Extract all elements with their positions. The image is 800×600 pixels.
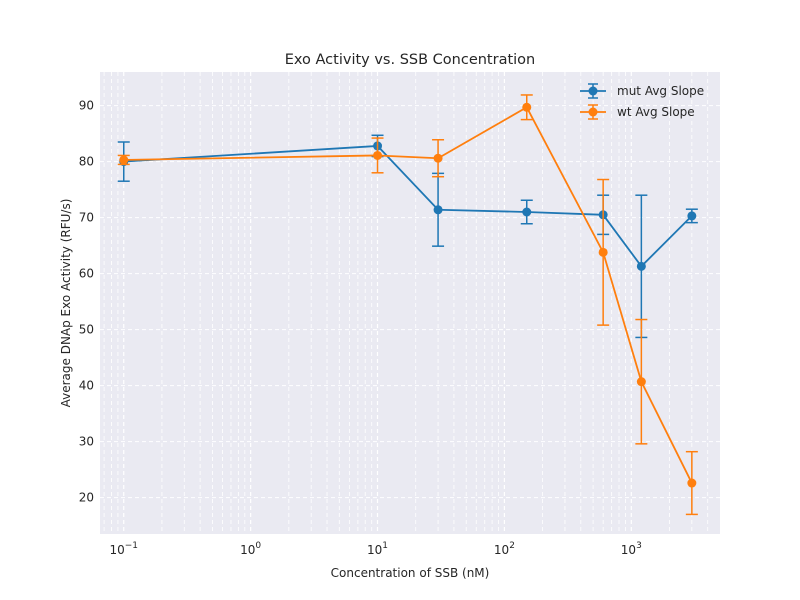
series-layer: [117, 94, 698, 516]
y-tick-label: 70: [79, 211, 94, 225]
y-axis: 20 30 40 50 60 70 80 90: [79, 99, 94, 505]
x-tick-label: 102: [494, 541, 515, 557]
data-point: [373, 150, 383, 160]
legend: mut Avg Slope wt Avg Slope: [580, 83, 704, 120]
data-point: [433, 205, 443, 215]
data-point: [119, 155, 129, 165]
legend-marker: [588, 107, 598, 117]
data-point: [687, 478, 697, 488]
data-point: [433, 153, 443, 163]
y-tick-label: 60: [79, 267, 94, 281]
y-tick-label: 20: [79, 491, 94, 505]
x-tick-label: 10−1: [109, 541, 138, 557]
y-tick-label: 80: [79, 155, 94, 169]
y-tick-label: 90: [79, 99, 94, 113]
legend-label: mut Avg Slope: [617, 84, 704, 98]
y-tick-label: 50: [79, 323, 94, 337]
data-point: [598, 247, 608, 257]
data-point: [687, 211, 697, 221]
legend-label: wt Avg Slope: [617, 105, 695, 119]
x-axis: 10−1 100 101 102 103: [109, 541, 641, 557]
y-tick-label: 40: [79, 379, 94, 393]
data-point: [636, 377, 646, 387]
y-tick-label: 30: [79, 435, 94, 449]
legend-item: wt Avg Slope: [580, 104, 695, 120]
data-point: [522, 102, 532, 112]
y-axis-label: Average DNAp Exo Activity (RFU/s): [59, 199, 73, 408]
series-wt: [117, 94, 698, 516]
x-tick-label: 101: [367, 541, 388, 557]
data-point: [522, 207, 532, 217]
x-tick-label: 100: [240, 541, 261, 557]
legend-item: mut Avg Slope: [580, 83, 704, 99]
chart-title: Exo Activity vs. SSB Concentration: [285, 52, 536, 68]
x-tick-label: 103: [621, 541, 642, 557]
legend-marker: [588, 86, 598, 96]
plot-area: [100, 72, 720, 534]
data-point: [636, 261, 646, 271]
x-axis-label: Concentration of SSB (nM): [331, 566, 490, 580]
